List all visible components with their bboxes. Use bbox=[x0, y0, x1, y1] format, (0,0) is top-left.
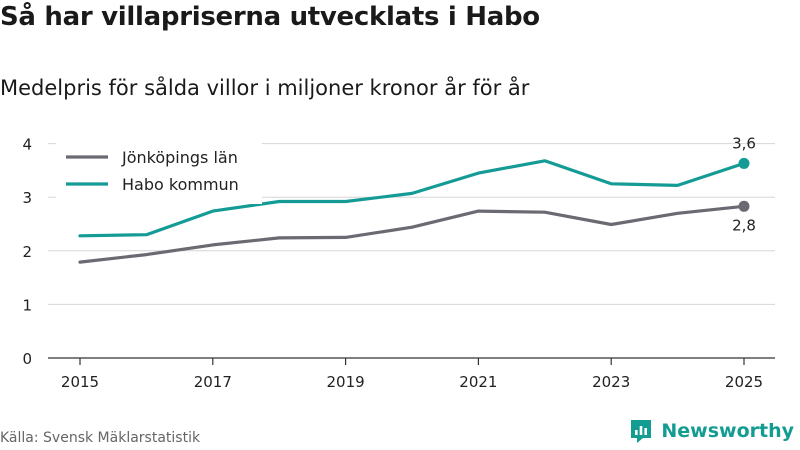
x-tick-label: 2015 bbox=[61, 373, 99, 391]
newsworthy-logo: Newsworthy bbox=[629, 418, 794, 444]
y-tick-label: 0 bbox=[22, 350, 32, 368]
legend-label: Jönköpings län bbox=[121, 148, 238, 167]
data-label: 3,6 bbox=[732, 134, 756, 152]
y-tick-label: 1 bbox=[22, 296, 32, 314]
series-line-jonkopings-lan bbox=[78, 204, 746, 264]
y-tick-label: 4 bbox=[22, 136, 32, 154]
x-tick-label: 2023 bbox=[592, 373, 630, 391]
x-tick-label: 2021 bbox=[459, 373, 497, 391]
x-tick-label: 2025 bbox=[725, 373, 763, 391]
chart-title: Så har villapriserna utvecklats i Habo bbox=[0, 2, 540, 32]
series-end-point bbox=[738, 157, 750, 169]
newsworthy-logo-icon bbox=[631, 420, 652, 443]
brand-name: Newsworthy bbox=[661, 420, 794, 442]
y-tick-label: 2 bbox=[22, 243, 32, 261]
x-tick-label: 2019 bbox=[327, 373, 365, 391]
legend-label: Habo kommun bbox=[122, 175, 239, 194]
series-line-habo-kommun bbox=[78, 159, 746, 238]
legend-box bbox=[56, 138, 262, 204]
chart-subtitle: Medelpris för sålda villor i miljoner kr… bbox=[0, 76, 530, 100]
data-label: 2,8 bbox=[732, 216, 756, 234]
y-tick-label: 3 bbox=[22, 189, 32, 207]
x-tick-label: 2017 bbox=[194, 373, 232, 391]
source-note: Källa: Svensk Mäklarstatistik bbox=[0, 430, 201, 446]
series-end-point bbox=[738, 200, 750, 212]
